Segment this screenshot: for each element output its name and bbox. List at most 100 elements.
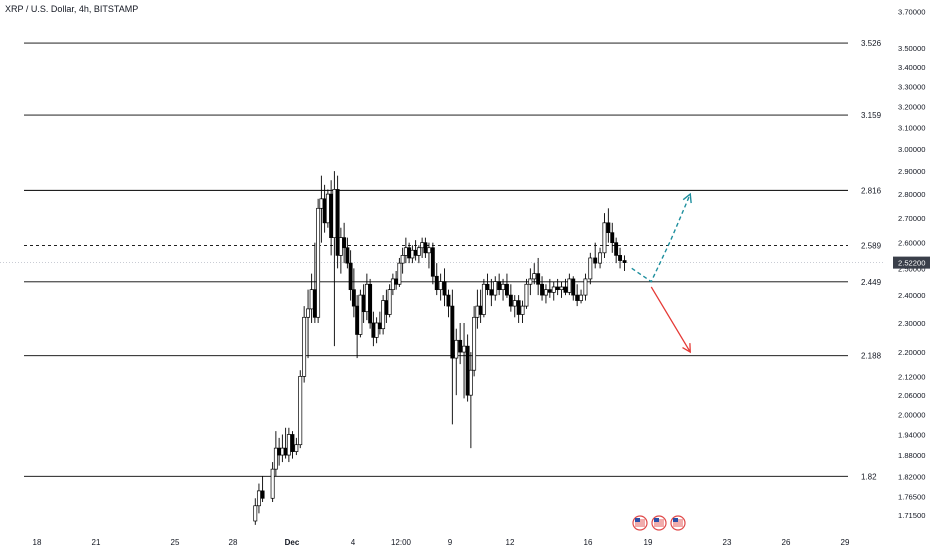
candle[interactable] [332, 171, 337, 347]
candle[interactable] [413, 240, 418, 261]
candle[interactable] [302, 306, 307, 383]
candle[interactable] [335, 175, 340, 269]
candle[interactable] [306, 289, 311, 359]
candle[interactable] [423, 237, 428, 258]
candle[interactable] [598, 247, 603, 269]
candle[interactable] [497, 273, 502, 296]
candle[interactable] [458, 322, 463, 365]
candle[interactable] [520, 300, 525, 323]
candle[interactable] [283, 427, 288, 459]
candle[interactable] [377, 311, 382, 335]
candle[interactable] [309, 273, 314, 323]
candle[interactable] [394, 270, 399, 290]
us-flag-event-icon[interactable] [670, 515, 686, 531]
candle[interactable] [273, 431, 278, 477]
candle[interactable] [364, 273, 369, 321]
candle[interactable] [374, 317, 379, 344]
candle[interactable] [351, 268, 356, 318]
candle[interactable] [446, 289, 451, 318]
candle[interactable] [358, 289, 363, 338]
candle[interactable] [571, 276, 576, 301]
candle[interactable] [543, 284, 548, 304]
candle[interactable] [438, 273, 443, 301]
candle[interactable] [345, 237, 350, 269]
candle[interactable] [505, 273, 509, 298]
candle[interactable] [442, 268, 447, 307]
candle[interactable] [319, 175, 324, 243]
candle[interactable] [381, 295, 386, 335]
candle[interactable] [277, 437, 282, 466]
candle[interactable] [342, 222, 347, 264]
candle[interactable] [410, 245, 415, 264]
candle[interactable] [485, 273, 490, 296]
candle[interactable] [551, 281, 556, 301]
candle[interactable] [420, 237, 425, 258]
candle[interactable] [294, 437, 299, 456]
candle[interactable] [579, 289, 584, 304]
candle[interactable] [270, 462, 275, 503]
candle[interactable] [329, 180, 334, 256]
candle[interactable] [478, 289, 483, 323]
candle[interactable] [290, 431, 295, 459]
candle[interactable] [516, 295, 521, 323]
candle[interactable] [501, 278, 506, 301]
us-flag-event-icon[interactable] [651, 515, 667, 531]
candle[interactable] [593, 242, 598, 269]
candle[interactable] [481, 278, 486, 318]
candle[interactable] [465, 334, 470, 402]
candle[interactable] [475, 289, 480, 329]
candle[interactable] [588, 252, 593, 285]
candle[interactable] [312, 242, 317, 323]
candle[interactable] [555, 278, 560, 296]
candle[interactable] [575, 284, 580, 307]
candle[interactable] [472, 306, 477, 377]
candle[interactable] [371, 311, 376, 347]
candle[interactable] [547, 278, 552, 298]
candle[interactable] [322, 184, 327, 233]
candle[interactable] [524, 278, 529, 309]
candle[interactable] [614, 237, 619, 264]
candle[interactable] [563, 278, 568, 296]
candle[interactable] [286, 427, 291, 463]
candle[interactable] [532, 263, 537, 285]
candle[interactable] [450, 289, 455, 425]
candle[interactable] [540, 276, 545, 301]
candle[interactable] [325, 189, 330, 228]
candle[interactable] [260, 476, 265, 503]
candle[interactable] [298, 370, 303, 449]
candle[interactable] [338, 227, 343, 274]
candle[interactable] [280, 434, 285, 463]
candle[interactable] [387, 284, 392, 318]
candle[interactable] [489, 278, 494, 307]
candle[interactable] [316, 198, 321, 323]
candle[interactable] [361, 284, 366, 323]
candle[interactable] [567, 273, 572, 296]
candle[interactable] [390, 273, 395, 296]
candle[interactable] [512, 295, 517, 318]
candle[interactable] [384, 289, 389, 323]
candle[interactable] [434, 263, 439, 296]
candle[interactable] [253, 498, 258, 525]
candle[interactable] [355, 295, 360, 359]
candle[interactable] [256, 483, 261, 514]
candle[interactable] [430, 242, 435, 285]
candle[interactable] [368, 278, 373, 329]
candle[interactable] [618, 247, 623, 269]
candle[interactable] [493, 276, 498, 301]
candle[interactable] [348, 250, 353, 301]
candle[interactable] [427, 242, 431, 269]
candle[interactable] [454, 328, 459, 396]
bearish-projection-arrow[interactable] [650, 286, 691, 353]
candle[interactable] [583, 273, 588, 301]
bullish-projection-path[interactable] [631, 193, 691, 283]
candle[interactable] [462, 322, 467, 399]
candle[interactable] [536, 257, 541, 296]
candle[interactable] [508, 284, 513, 312]
candle[interactable] [602, 213, 607, 258]
candle[interactable] [610, 222, 615, 253]
candle[interactable] [559, 281, 564, 298]
candle[interactable] [400, 247, 405, 274]
candle[interactable] [606, 208, 611, 243]
us-flag-event-icon[interactable] [632, 515, 648, 531]
